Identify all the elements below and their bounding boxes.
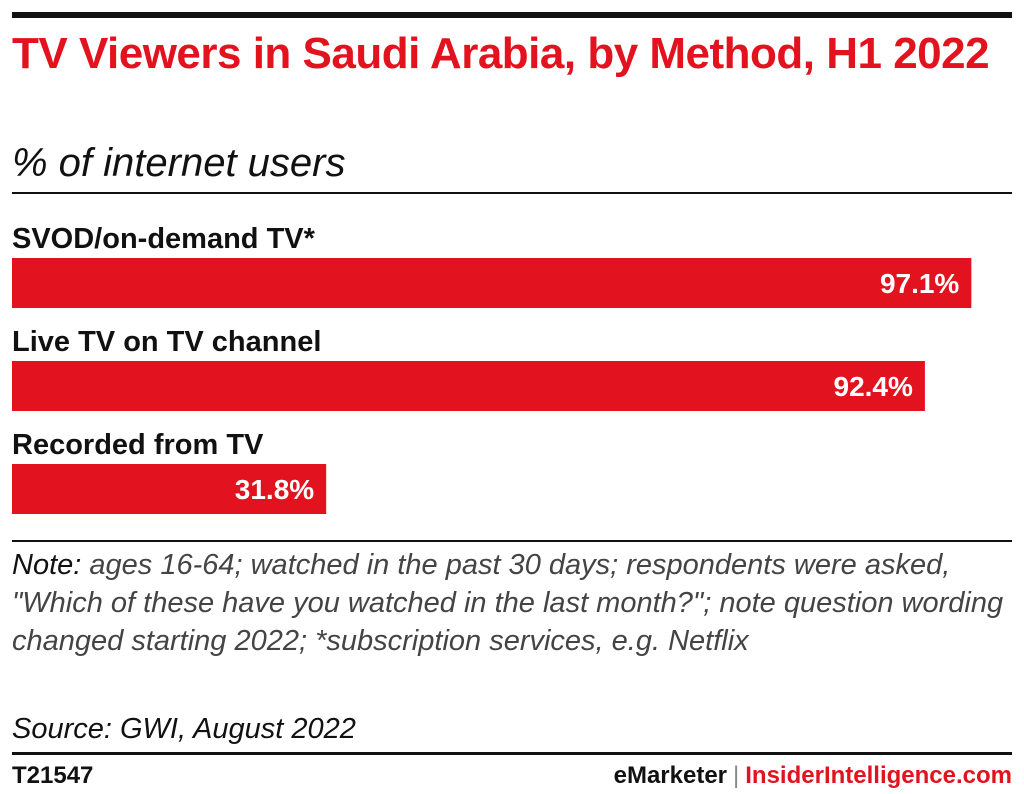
header-divider (12, 192, 1012, 194)
brand-separator: | (733, 762, 740, 789)
value-label: 31.8% (235, 474, 314, 505)
chart-source: Source: GWI, August 2022 (12, 713, 356, 745)
bar-chart: SVOD/on-demand TV* 97.1% Live TV on TV cha… (12, 223, 972, 514)
brand-credit: eMarketer | InsiderIntelligence.com (614, 762, 1012, 790)
chart-note: Note: ages 16-64; watched in the past 30… (12, 546, 1012, 660)
value-label: 92.4% (834, 371, 913, 402)
value-label: 97.1% (880, 268, 959, 299)
chart-title: TV Viewers in Saudi Arabia, by Method, H… (12, 29, 990, 78)
category-label: Live TV on TV channel (12, 326, 321, 358)
brand-emarketer: eMarketer (613, 762, 728, 789)
top-rule (12, 12, 1012, 18)
note-text: ages 16-64; watched in the past 30 days;… (12, 549, 1004, 657)
footer-rule (12, 752, 1012, 755)
bar (12, 361, 925, 411)
category-label: SVOD/on-demand TV* (12, 223, 316, 255)
brand-insiderintelligence: InsiderIntelligence.com (745, 762, 1012, 789)
chart-subtitle: % of internet users (12, 141, 346, 185)
chart-id: T21547 (12, 762, 94, 789)
category-label: Recorded from TV (12, 429, 264, 461)
bar (12, 464, 327, 514)
note-divider (12, 540, 1012, 542)
bar (12, 258, 972, 308)
note-label: Note: (12, 549, 82, 581)
